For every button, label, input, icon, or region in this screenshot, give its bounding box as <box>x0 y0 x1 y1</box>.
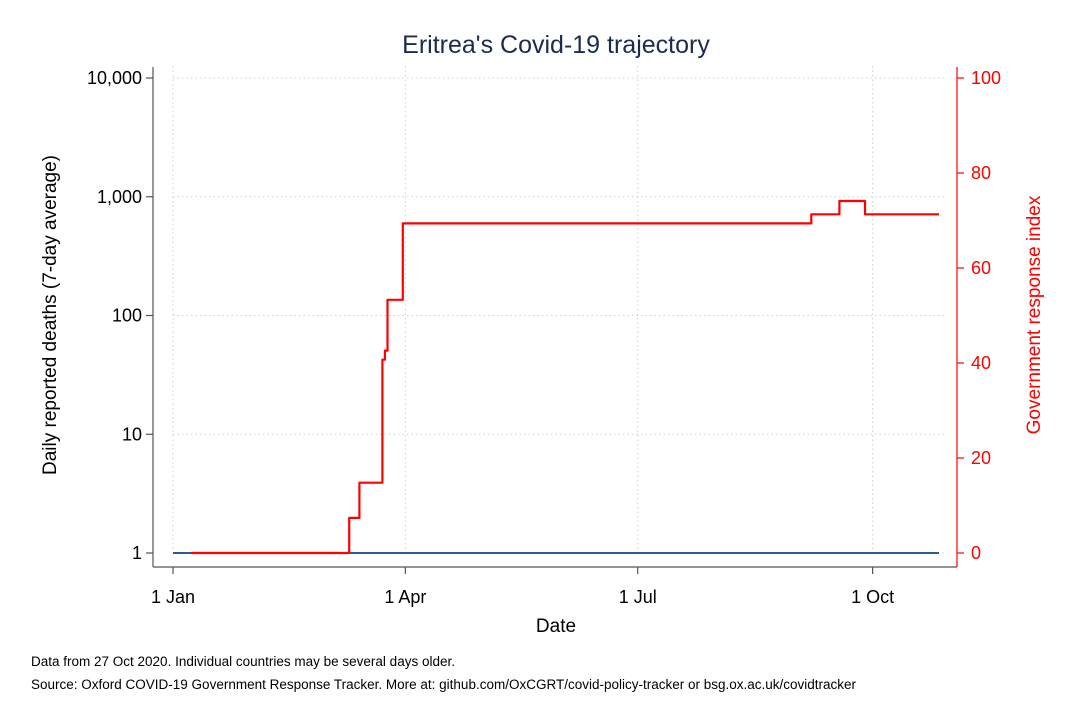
ticks: 1 10 100 1,000 10,000 1 Jan 1 Apr 1 Jul 1 Oct 0 20… <box>87 68 1001 607</box>
y-left-tick-label: 1,000 <box>97 187 142 207</box>
y-right-tick-label: 0 <box>971 543 981 563</box>
chart: Eritrea's Covid-19 trajectory 1 10 100 1,00… <box>40 31 1045 637</box>
x-tick-label: 1 Oct <box>851 587 894 607</box>
chart-title: Eritrea's Covid-19 trajectory <box>402 31 710 59</box>
y-right-tick-label: 100 <box>971 68 1001 88</box>
y-right-tick-label: 80 <box>971 163 991 183</box>
x-tick-label: 1 Jan <box>151 587 195 607</box>
x-axis-label: Date <box>536 616 576 637</box>
series <box>173 199 939 555</box>
y-axis-label-left: Daily reported deaths (7-day average) <box>40 155 61 475</box>
axes <box>152 67 958 568</box>
footnote-data-date: Data from 27 Oct 2020. Individual countr… <box>31 654 455 669</box>
y-left-tick-label: 10 <box>122 424 142 444</box>
y-left-tick-label: 1 <box>132 543 142 563</box>
series-line-response-index <box>190 199 939 555</box>
y-right-tick-label: 60 <box>971 258 991 278</box>
y-left-tick-label: 10,000 <box>87 68 142 88</box>
y-right-tick-label: 20 <box>971 448 991 468</box>
x-tick-label: 1 Apr <box>384 587 426 607</box>
x-tick-label: 1 Jul <box>619 587 657 607</box>
y-left-tick-label: 100 <box>112 306 142 326</box>
y-axis-label-right: Government response index <box>1024 195 1045 434</box>
y-right-tick-label: 40 <box>971 353 991 373</box>
grid <box>172 66 947 554</box>
footnote-source: Source: Oxford COVID-19 Government Respo… <box>31 677 857 692</box>
